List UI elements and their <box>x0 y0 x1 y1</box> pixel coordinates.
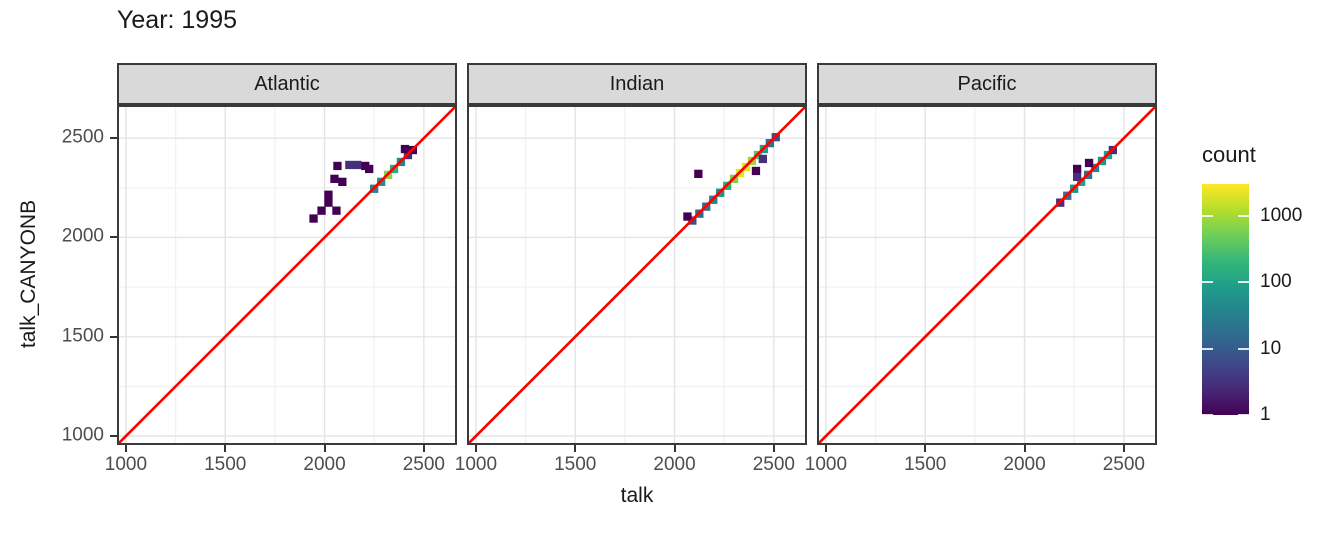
y-tick-mark <box>110 137 117 140</box>
facet-strip-pacific: Pacific <box>817 63 1157 105</box>
legend-title: count <box>1202 142 1256 167</box>
x-tick-label: 2500 <box>1102 454 1145 475</box>
x-tick-mark <box>673 445 676 452</box>
y-tick-label: 2000 <box>61 226 104 248</box>
facet-strip-label: Indian <box>609 72 665 95</box>
panel-plot-pacific <box>817 105 1157 445</box>
y-tick-label: 1000 <box>61 424 104 446</box>
x-tick-mark <box>1122 445 1125 452</box>
x-tick-label: 1000 <box>104 454 148 475</box>
panel-pacific <box>817 105 1157 445</box>
legend-tick-mark <box>1202 281 1213 284</box>
plot-title: Year: 1995 <box>117 6 238 34</box>
facet-strip-label: Atlantic <box>254 72 320 95</box>
panel-atlantic <box>117 105 457 445</box>
x-tick-mark <box>772 445 775 452</box>
x-tick-mark <box>574 445 577 452</box>
legend-tick-mark <box>1238 347 1249 350</box>
x-tick-label: 1000 <box>804 454 848 475</box>
facet-strip-indian: Indian <box>467 63 807 105</box>
x-tick-mark <box>824 445 827 452</box>
x-tick-label: 2000 <box>653 454 696 475</box>
x-tick-mark <box>224 445 227 452</box>
x-tick-label: 1500 <box>204 454 247 475</box>
legend-tick-mark <box>1238 214 1249 217</box>
x-tick-mark <box>924 445 927 452</box>
x-tick-label: 2500 <box>402 454 445 475</box>
facet-strip-label: Pacific <box>957 72 1017 95</box>
x-tick-label: 2500 <box>752 454 795 475</box>
x-axis-title: talk <box>620 484 654 507</box>
legend-tick-mark <box>1238 281 1249 284</box>
x-tick-label: 2000 <box>303 454 346 475</box>
y-tick-mark <box>110 236 117 239</box>
panel-indian <box>467 105 807 445</box>
legend-tick-label: 100 <box>1260 271 1292 293</box>
x-tick-mark <box>124 445 127 452</box>
y-tick-label: 1500 <box>61 325 104 347</box>
facet-strip-atlantic: Atlantic <box>117 63 457 105</box>
legend-tick-label: 10 <box>1260 337 1282 359</box>
x-tick-label: 2000 <box>1003 454 1046 475</box>
legend-tick-mark <box>1202 347 1213 350</box>
x-tick-label: 1500 <box>904 454 947 475</box>
x-tick-mark <box>323 445 326 452</box>
legend-colorbar <box>1202 184 1249 415</box>
legend-tick-label: 1 <box>1260 404 1271 425</box>
legend-tick-mark <box>1238 414 1249 416</box>
x-tick-mark <box>1023 445 1026 452</box>
legend-tick-mark <box>1202 414 1213 416</box>
y-tick-label: 2500 <box>61 126 104 148</box>
panel-plot-indian <box>467 105 807 445</box>
legend-tick-label: 1000 <box>1260 204 1303 226</box>
y-tick-mark <box>110 435 117 438</box>
x-tick-label: 1500 <box>554 454 597 475</box>
y-tick-mark <box>110 335 117 338</box>
x-tick-label: 1000 <box>454 454 498 475</box>
x-tick-mark <box>474 445 477 452</box>
panel-plot-atlantic <box>117 105 457 445</box>
x-tick-mark <box>422 445 425 452</box>
legend-tick-mark <box>1202 214 1213 217</box>
